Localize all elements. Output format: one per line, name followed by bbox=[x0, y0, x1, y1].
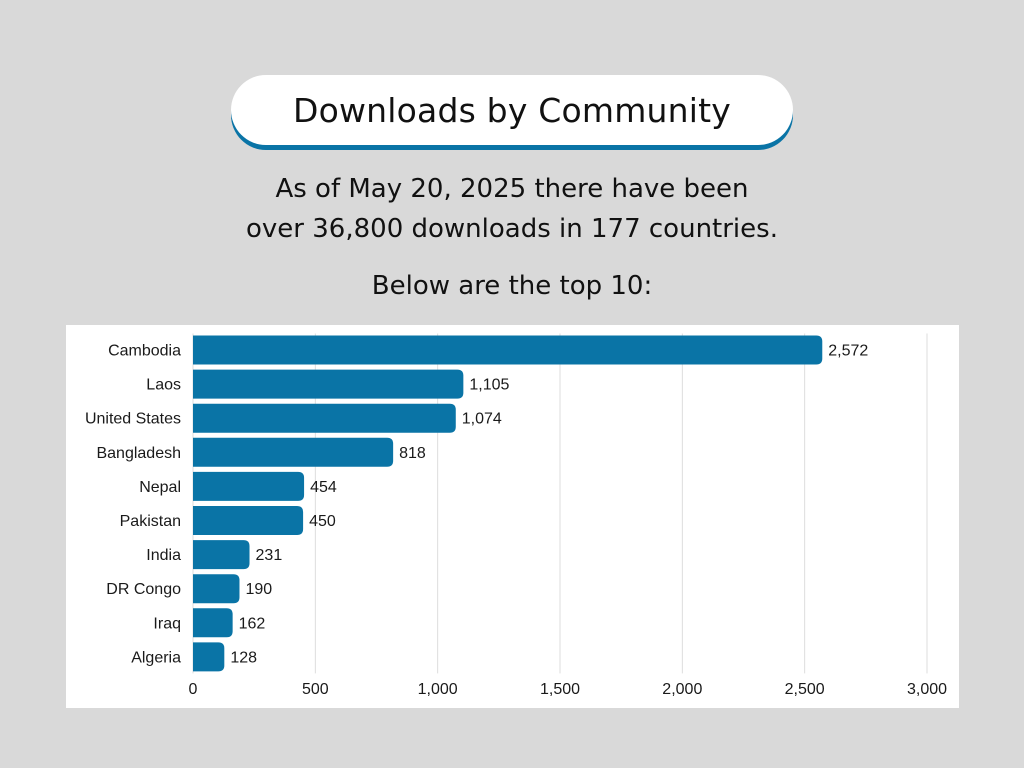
category-labels: Cambodia Laos United States Bangladesh Nepal… bbox=[85, 343, 181, 667]
bar-india bbox=[193, 540, 250, 570]
value-label: 450 bbox=[309, 513, 336, 530]
value-label: 454 bbox=[310, 479, 337, 496]
bar-bangladesh bbox=[193, 437, 394, 467]
bar-cambodia bbox=[193, 335, 823, 365]
value-label: 2,572 bbox=[828, 343, 868, 360]
x-tick-label: 3,000 bbox=[907, 681, 947, 698]
value-label: 162 bbox=[239, 615, 266, 632]
x-tick-label: 500 bbox=[302, 681, 329, 698]
bar-algeria bbox=[193, 642, 225, 672]
value-label: 190 bbox=[245, 581, 272, 598]
value-label: 1,074 bbox=[462, 411, 502, 428]
category-label: Algeria bbox=[131, 649, 181, 666]
bar-laos bbox=[193, 369, 464, 399]
category-label: Iraq bbox=[153, 615, 181, 632]
category-label: Cambodia bbox=[108, 343, 181, 360]
chart-panel: Cambodia Laos United States Bangladesh Nepal… bbox=[66, 325, 959, 708]
bar-united-states bbox=[193, 403, 456, 433]
value-label: 231 bbox=[256, 547, 283, 564]
category-label: Laos bbox=[146, 377, 181, 394]
category-label: Bangladesh bbox=[96, 445, 181, 462]
category-label: India bbox=[146, 547, 181, 564]
x-tick-label: 2,500 bbox=[785, 681, 825, 698]
bar-dr-congo bbox=[193, 574, 240, 604]
x-axis-ticks: 0 500 1,000 1,500 2,000 2,500 3,000 bbox=[189, 681, 948, 698]
value-labels: 2,572 1,105 1,074 818 454 450 231 190 162 128 bbox=[230, 343, 868, 667]
x-tick-label: 0 bbox=[189, 681, 198, 698]
bar-pakistan bbox=[193, 506, 304, 535]
category-label: Nepal bbox=[139, 479, 181, 496]
x-tick-label: 2,000 bbox=[662, 681, 702, 698]
value-label: 818 bbox=[399, 445, 426, 462]
category-label: United States bbox=[85, 411, 181, 428]
intro-line-2: over 36,800 downloads in 177 countries. bbox=[246, 214, 778, 244]
intro-line-3: Below are the top 10: bbox=[371, 271, 653, 301]
bar-chart: Cambodia Laos United States Bangladesh Nepal… bbox=[85, 333, 948, 698]
category-label: Pakistan bbox=[120, 513, 181, 530]
value-label: 128 bbox=[230, 649, 257, 666]
category-label: DR Congo bbox=[106, 581, 181, 598]
value-label: 1,105 bbox=[469, 377, 509, 394]
page-title: Downloads by Community bbox=[292, 90, 732, 130]
x-tick-label: 1,000 bbox=[418, 681, 458, 698]
intro-line-1: As of May 20, 2025 there have been bbox=[275, 174, 749, 204]
bar-iraq bbox=[193, 608, 233, 638]
x-tick-label: 1,500 bbox=[540, 681, 580, 698]
title-banner: Downloads by Community bbox=[231, 75, 793, 145]
bar-nepal bbox=[193, 471, 305, 501]
bars bbox=[193, 335, 823, 672]
